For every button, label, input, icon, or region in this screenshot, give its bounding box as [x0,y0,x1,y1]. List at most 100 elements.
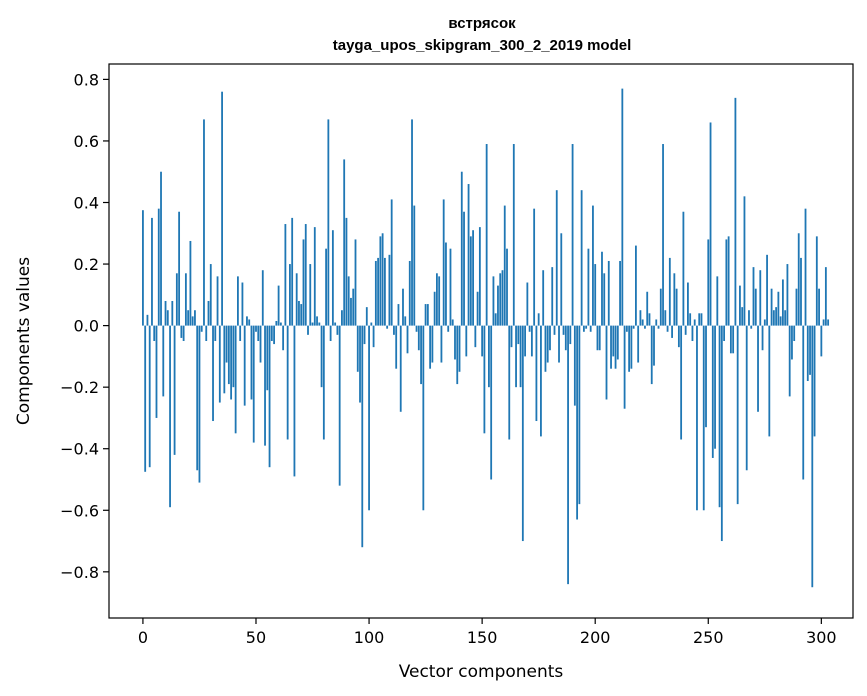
bar-48 [250,325,253,400]
bar-193 [578,325,581,505]
bar-87 [338,325,341,486]
bar-110 [390,199,393,326]
bar-302 [824,267,827,326]
bar-130 [436,273,438,326]
bar-111 [393,325,395,335]
bar-30 [209,264,212,326]
bar-239 [682,211,685,326]
bar-258 [725,239,728,326]
bar-267 [745,325,748,471]
bar-226 [653,325,655,366]
bar-76 [313,227,316,326]
bar-194 [580,190,583,326]
x-axis-ticks: 0 50 100 150 200 250 300 [138,618,837,647]
bar-224 [648,313,651,326]
bar-275 [763,319,766,326]
bar-287 [791,325,793,360]
bar-23 [194,310,196,326]
bar-197 [587,248,590,326]
x-tick-label: 150 [467,628,498,647]
bar-70 [300,304,303,326]
bar-248 [702,325,705,511]
bar-95 [356,325,359,372]
bar-192 [576,325,579,520]
x-tick-label: 0 [138,628,148,647]
bar-129 [433,291,436,326]
bar-165 [515,325,517,388]
bar-127 [429,325,432,369]
bar-78 [318,322,321,326]
bar-230 [662,144,664,326]
bar-237 [677,325,680,348]
bar-2 [146,314,149,326]
x-tick-label: 50 [246,628,266,647]
bar-13 [171,300,174,326]
bar-203 [601,251,603,326]
bar-133 [442,199,445,326]
bar-10 [164,300,167,326]
bar-92 [350,297,352,326]
y-tick-label: 0.4 [74,194,99,213]
bar-196 [585,325,588,329]
bar-44 [241,282,244,326]
bar-162 [508,325,511,440]
bar-100 [368,325,370,511]
bar-3 [148,325,151,468]
bar-264 [739,285,741,326]
y-tick-label: 0.8 [74,70,99,89]
bar-222 [644,325,646,329]
bar-58 [273,325,275,345]
bar-144 [467,184,470,326]
bar-61 [279,322,282,326]
bar-65 [289,264,291,326]
bar-245 [696,325,698,511]
bar-19 [184,273,187,326]
bar-84 [331,230,334,326]
bar-153 [488,325,490,388]
bar-36 [223,325,226,394]
y-tick-label: −0.4 [60,440,99,459]
bar-102 [372,325,375,348]
bar-175 [537,313,540,326]
bar-112 [395,325,398,369]
bar-199 [592,205,594,326]
bar-49 [252,325,255,443]
bar-117 [406,325,409,354]
bar-286 [788,325,791,397]
bar-249 [705,325,707,428]
bar-26 [200,325,203,332]
bar-198 [589,325,592,332]
bar-151 [483,325,486,434]
bar-179 [546,325,549,363]
bar-152 [485,144,488,326]
bar-12 [169,325,171,508]
bar-143 [465,325,468,357]
bar-236 [675,288,678,326]
bar-104 [377,257,380,326]
bar-68 [295,273,298,326]
bar-121 [415,325,418,332]
bar-216 [630,325,633,369]
bar-189 [569,325,572,345]
bar-52 [259,325,262,363]
bar-163 [510,325,513,348]
bar-262 [734,97,737,326]
bar-270 [752,267,755,326]
bar-53 [261,270,264,326]
bar-202 [598,325,601,351]
bar-272 [757,325,759,412]
bar-172 [530,325,533,357]
bar-301 [822,319,825,326]
bar-40 [232,325,235,388]
bar-217 [632,325,635,329]
bar-118 [408,260,411,326]
x-tick-label: 100 [354,628,385,647]
bar-140 [458,325,461,372]
bar-207 [610,325,612,369]
x-tick-label: 250 [693,628,724,647]
bar-288 [793,325,796,341]
bar-39 [230,325,233,400]
bar-81 [325,248,327,326]
bar-79 [320,325,323,388]
bar-47 [248,319,251,326]
